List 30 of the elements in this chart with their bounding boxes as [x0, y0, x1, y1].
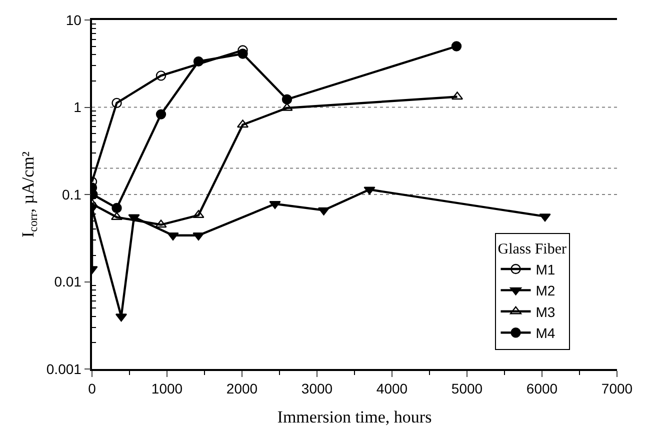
legend-label: M1 [536, 261, 556, 278]
y-tick-label: 0.01 [54, 274, 82, 290]
legend-label: M3 [536, 304, 556, 320]
legend-label: M4 [536, 325, 556, 342]
x-tick-label: 0 [88, 380, 96, 397]
legend-title: Glass Fiber [498, 241, 566, 258]
y-tick-label: 0.1 [62, 186, 82, 202]
y-tick-label: 1 [74, 99, 82, 116]
y-tick-label: 10 [66, 12, 82, 28]
y-tick-label: 0.001 [46, 360, 82, 377]
point [282, 94, 292, 105]
legend-label: M2 [536, 282, 556, 299]
point [112, 202, 122, 214]
point [112, 98, 122, 108]
point [539, 214, 551, 222]
x-tick-label: 3000 [301, 380, 333, 397]
point [364, 186, 376, 195]
x-axis-title: Immersion time, hours [277, 407, 432, 426]
x-tick-label: 5000 [451, 380, 483, 397]
x-tick-label: 1000 [151, 380, 183, 397]
point [269, 201, 281, 210]
x-tick-label: 2000 [226, 380, 258, 397]
point [128, 214, 140, 222]
x-tick-label: 7000 [601, 380, 633, 397]
x-tick-label: 4000 [376, 380, 408, 397]
point [156, 109, 166, 120]
x-tick-label: 6000 [526, 380, 558, 397]
point [156, 70, 166, 81]
point [281, 102, 293, 111]
point [451, 41, 462, 52]
